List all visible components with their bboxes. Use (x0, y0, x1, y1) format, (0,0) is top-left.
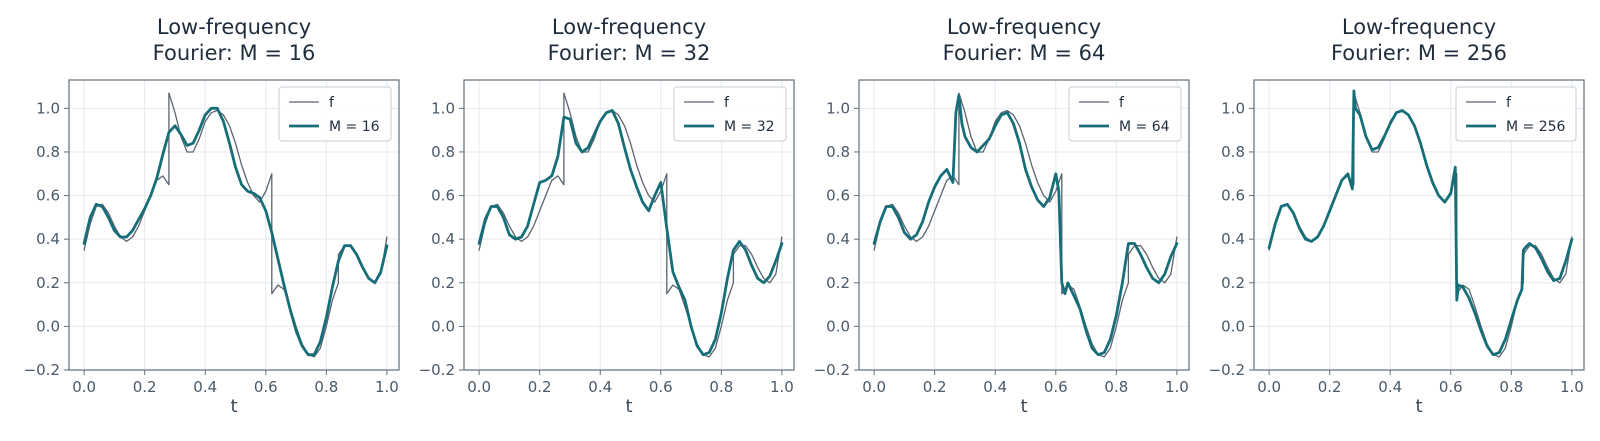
y-tick-label: 0.2 (431, 274, 455, 292)
x-tick-label: 0.4 (588, 378, 612, 396)
chart-title-line-2: Fourier: M = 256 (1331, 41, 1507, 65)
x-tick-label: 0.6 (1439, 378, 1463, 396)
legend-label: f (1119, 95, 1125, 111)
chart-panel-2: 0.0 0.2 0.4 0.6 0.8 1.0 −0.2 0.0 0.2 0.4 0.6 0.8 1.0… (419, 15, 795, 417)
x-tick-label: 0.8 (1104, 378, 1128, 396)
chart-title-line-1: Low-frequency (1342, 15, 1496, 39)
chart-panel-1: 0.0 0.2 0.4 0.6 0.8 1.0 −0.2 0.0 0.2 0.4 0.6 0.8 1.0… (24, 15, 400, 417)
series-line-f (873, 92, 1178, 358)
x-tick-label: 0.4 (1378, 378, 1402, 396)
plot-frame (68, 79, 400, 371)
x-tick-label: 0.6 (254, 378, 278, 396)
chart-title-line-1: Low-frequency (552, 15, 706, 39)
x-tick-label: 1.0 (1165, 378, 1189, 396)
series-line-f (83, 92, 388, 358)
series-line-approx (1267, 89, 1574, 357)
series-line-approx (82, 106, 389, 357)
y-tick-label: 0.0 (36, 317, 60, 335)
x-tick-label: 0.4 (193, 378, 217, 396)
series-line-f (478, 92, 783, 358)
x-tick-label: 0.0 (467, 378, 491, 396)
chart-title-line-1: Low-frequency (157, 15, 311, 39)
legend-label: M = 64 (1119, 119, 1170, 135)
plot-frame (1253, 79, 1585, 371)
legend-box (278, 86, 392, 142)
legend-label: f (329, 95, 335, 111)
legend-label: f (1506, 95, 1512, 111)
y-tick-label: 0.0 (826, 317, 850, 335)
y-tick-label: 1.0 (36, 99, 60, 117)
y-tick-label: 0.6 (36, 187, 60, 205)
x-tick-label: 0.2 (1318, 378, 1342, 396)
x-tick-label: 0.8 (314, 378, 338, 396)
x-tick-label: 0.8 (709, 378, 733, 396)
y-tick-label: 0.8 (36, 143, 60, 161)
x-tick-label: 0.6 (1044, 378, 1068, 396)
y-tick-label: 0.0 (431, 317, 455, 335)
y-tick-label: 0.2 (1221, 274, 1245, 292)
legend-label: M = 256 (1506, 119, 1566, 135)
x-tick-label: 0.2 (133, 378, 157, 396)
x-tick-label: 0.0 (72, 378, 96, 396)
x-tick-label: 1.0 (770, 378, 794, 396)
x-tick-label: 0.8 (1499, 378, 1523, 396)
y-tick-label: 1.0 (1221, 99, 1245, 117)
chart-title-line-2: Fourier: M = 64 (943, 41, 1106, 65)
y-tick-label: 0.4 (431, 230, 455, 248)
x-axis-label: t (1415, 396, 1422, 417)
x-axis-label: t (230, 396, 237, 417)
legend-label: M = 32 (724, 119, 775, 135)
series-line-approx (477, 109, 784, 357)
chart-title-line-1: Low-frequency (947, 15, 1101, 39)
y-tick-label: −0.2 (814, 361, 850, 379)
y-tick-label: 1.0 (826, 99, 850, 117)
y-tick-label: 0.6 (1221, 187, 1245, 205)
legend-label: M = 16 (329, 119, 380, 135)
x-tick-label: 0.2 (923, 378, 947, 396)
y-tick-label: 0.4 (826, 230, 850, 248)
series-line-approx (872, 93, 1179, 357)
y-tick-label: −0.2 (24, 361, 60, 379)
legend-box (1068, 86, 1182, 142)
x-tick-label: 1.0 (1560, 378, 1584, 396)
legend-box (673, 86, 787, 142)
x-tick-label: 1.0 (375, 378, 399, 396)
y-tick-label: 0.4 (36, 230, 60, 248)
x-tick-label: 0.0 (1257, 378, 1281, 396)
chart-title-line-2: Fourier: M = 32 (548, 41, 711, 65)
x-tick-label: 0.2 (528, 378, 552, 396)
y-tick-label: 0.2 (826, 274, 850, 292)
y-tick-label: 0.6 (431, 187, 455, 205)
y-tick-label: 0.0 (1221, 317, 1245, 335)
x-axis-label: t (625, 396, 632, 417)
y-tick-label: 0.2 (36, 274, 60, 292)
y-tick-label: −0.2 (1209, 361, 1245, 379)
x-axis-label: t (1020, 396, 1027, 417)
y-tick-label: 0.8 (431, 143, 455, 161)
legend-box (1455, 86, 1577, 142)
plot-frame (463, 79, 795, 371)
chart-panel-4: 0.0 0.2 0.4 0.6 0.8 1.0 −0.2 0.0 0.2 0.4 0.6 0.8 1.0… (1209, 15, 1585, 417)
chart-title-line-2: Fourier: M = 16 (153, 41, 316, 65)
y-tick-label: 0.8 (826, 143, 850, 161)
x-tick-label: 0.0 (862, 378, 886, 396)
y-tick-label: 0.8 (1221, 143, 1245, 161)
y-tick-label: 0.4 (1221, 230, 1245, 248)
y-tick-label: 0.6 (826, 187, 850, 205)
y-tick-label: −0.2 (419, 361, 455, 379)
x-tick-label: 0.4 (983, 378, 1007, 396)
y-tick-label: 1.0 (431, 99, 455, 117)
x-tick-label: 0.6 (649, 378, 673, 396)
plot-frame (858, 79, 1190, 371)
legend-label: f (724, 95, 730, 111)
chart-panel-3: 0.0 0.2 0.4 0.6 0.8 1.0 −0.2 0.0 0.2 0.4 0.6 0.8 1.0… (814, 15, 1190, 417)
